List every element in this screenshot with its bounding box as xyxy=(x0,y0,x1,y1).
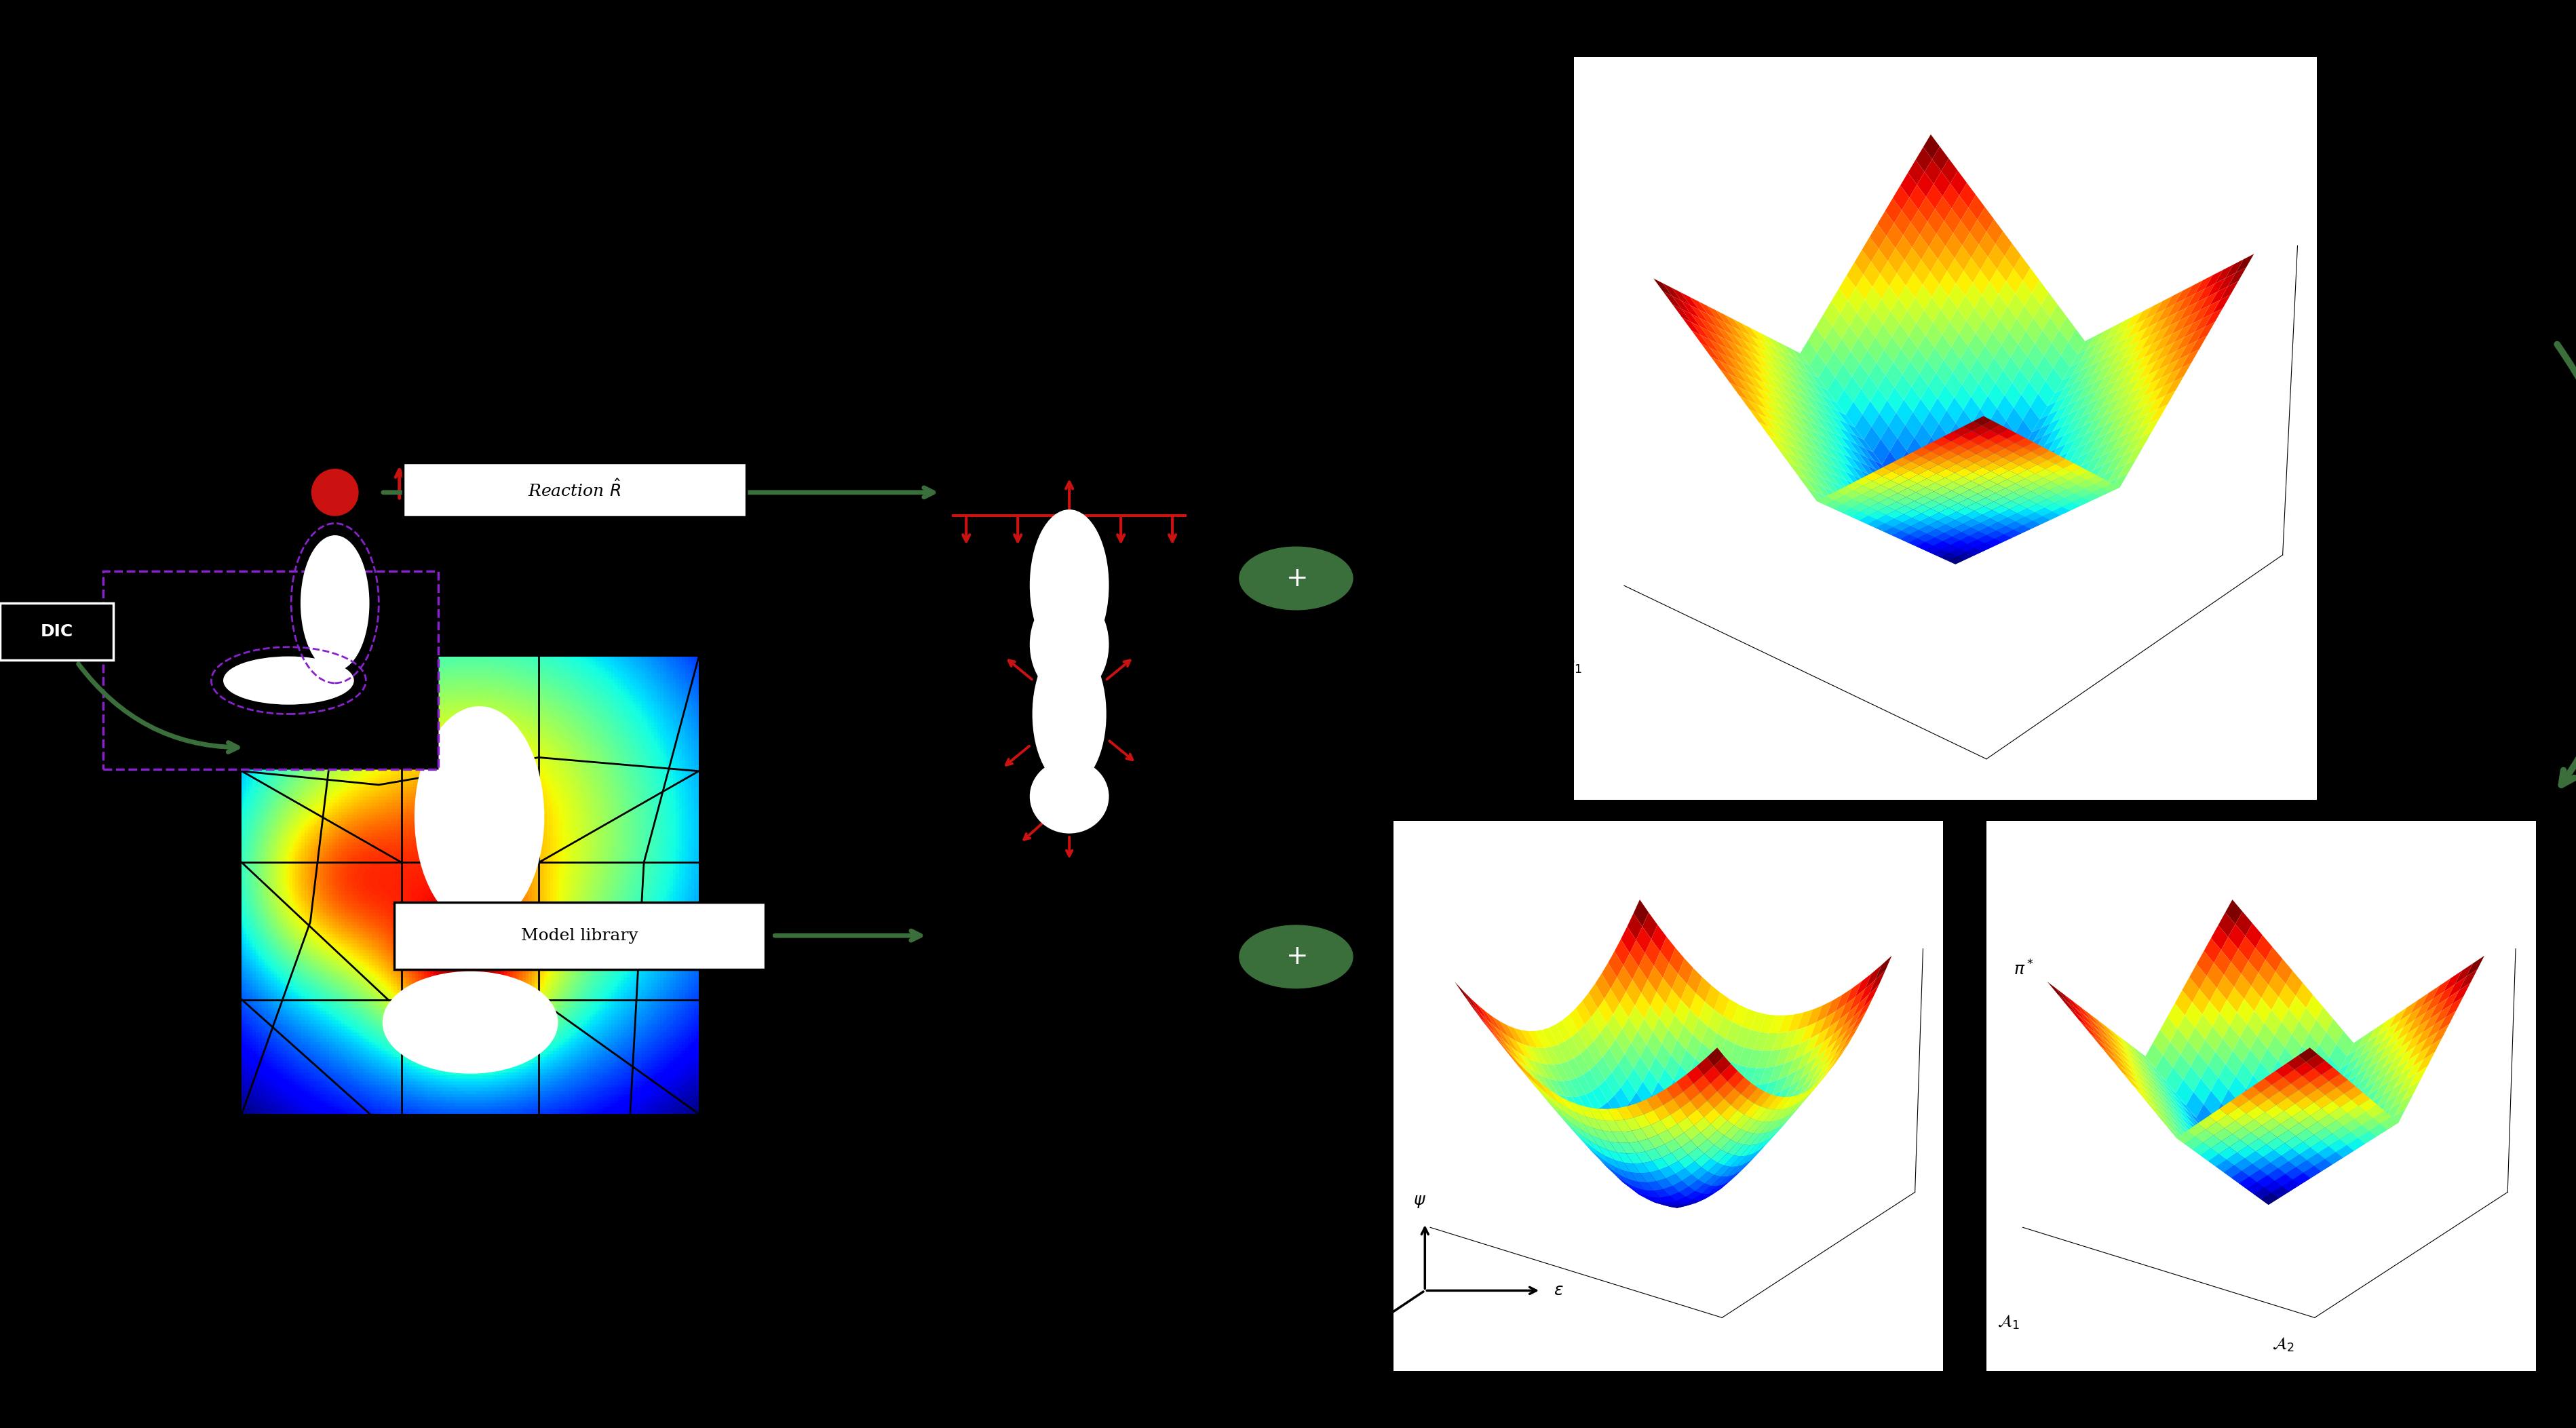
Text: DIC: DIC xyxy=(41,624,72,640)
Ellipse shape xyxy=(415,707,544,927)
Ellipse shape xyxy=(224,657,353,704)
Ellipse shape xyxy=(384,972,556,1072)
Text: $+$: $+$ xyxy=(1285,944,1306,970)
Text: (e) Sparsity promotion: (e) Sparsity promotion xyxy=(1358,775,1571,795)
FancyBboxPatch shape xyxy=(404,463,747,517)
Text: $\mathcal{A}_1$: $\mathcal{A}_1$ xyxy=(1996,1314,2020,1331)
Ellipse shape xyxy=(1033,643,1105,785)
Circle shape xyxy=(1239,925,1352,988)
Text: $\psi$: $\psi$ xyxy=(1414,1194,1425,1210)
Text: Model library: Model library xyxy=(520,928,639,944)
Text: $\pi^*$: $\pi^*$ xyxy=(2012,960,2032,978)
Bar xyxy=(103,571,438,770)
Circle shape xyxy=(1239,547,1352,610)
Text: $\theta_2$: $\theta_2$ xyxy=(1321,741,1340,760)
Text: $\mathcal{A}_2$: $\mathcal{A}_2$ xyxy=(2272,1337,2293,1354)
Text: $\theta_1$: $\theta_1$ xyxy=(1564,657,1582,674)
Ellipse shape xyxy=(1030,760,1108,833)
Text: $+$: $+$ xyxy=(1285,565,1306,591)
FancyBboxPatch shape xyxy=(0,603,113,660)
FancyBboxPatch shape xyxy=(394,902,765,970)
Text: $\varepsilon$: $\varepsilon$ xyxy=(1553,1282,1564,1298)
Text: $\|\boldsymbol{\theta}\|_1$: $\|\boldsymbol{\theta}\|_1$ xyxy=(1394,551,1430,571)
Circle shape xyxy=(312,470,358,516)
FancyArrowPatch shape xyxy=(2555,344,2576,785)
Text: $\alpha_1$: $\alpha_1$ xyxy=(1324,1358,1345,1374)
Ellipse shape xyxy=(1030,510,1108,660)
Ellipse shape xyxy=(1030,593,1108,695)
Text: Reaction $\hat{R}$: Reaction $\hat{R}$ xyxy=(528,480,621,500)
Ellipse shape xyxy=(301,537,368,670)
